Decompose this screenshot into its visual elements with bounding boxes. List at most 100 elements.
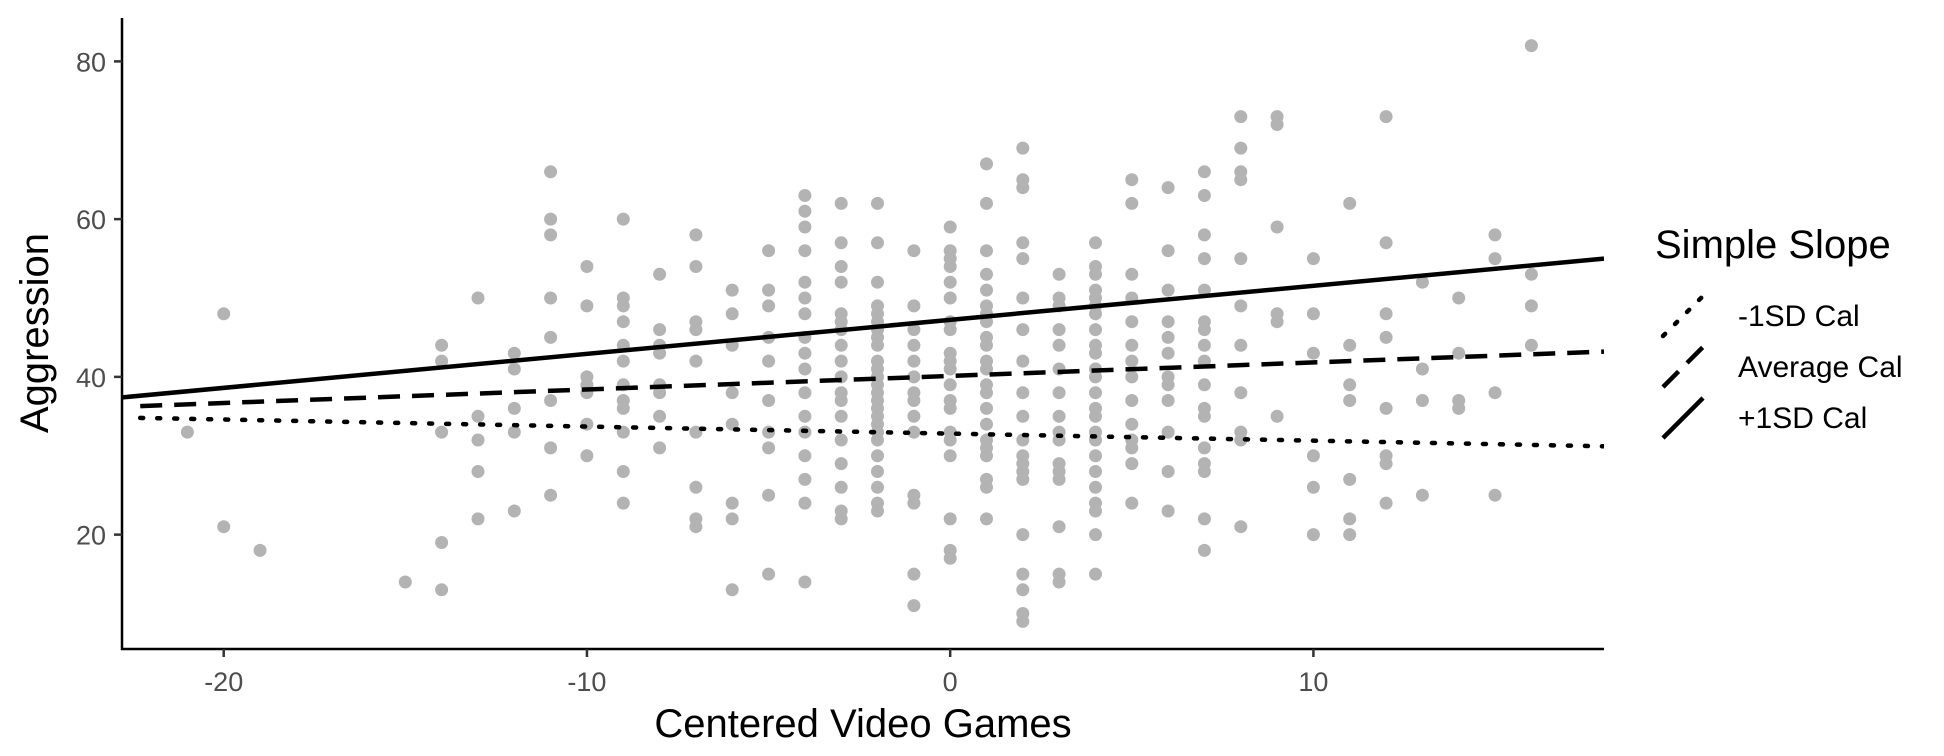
scatter-point [580,299,594,313]
scatter-point [943,401,957,415]
scatter-point [907,244,921,258]
scatter-point [798,496,812,510]
scatter-point [580,260,594,273]
scatter-point [725,386,739,400]
scatter-point [1125,370,1139,384]
scatter-point [507,346,521,360]
scatter-point [1125,457,1139,471]
scatter-point [907,567,921,581]
scatter-point [1125,267,1139,281]
scatter-point [689,354,703,368]
scatter-point [762,394,776,407]
x-tick-label: 10 [1298,667,1328,697]
scatter-point [907,323,921,337]
scatter-point [725,283,739,297]
legend-title: Simple Slope [1655,223,1891,267]
scatter-point [798,307,812,321]
scatter-point [1306,307,1320,321]
scatter-point [1052,520,1066,534]
scatter-point [871,504,884,518]
scatter-point [1415,275,1429,289]
scatter-point [1306,252,1320,266]
x-axis-title: Centered Video Games [654,702,1071,746]
scatter-point [180,425,194,439]
scatter-point [1016,583,1030,597]
scatter-point [616,496,630,510]
scatter-point [1234,252,1248,266]
scatter-point [762,567,776,581]
scatter-point [1488,228,1502,242]
scatter-point [834,433,848,447]
scatter-point [1161,315,1175,329]
scatter-point [725,307,739,321]
legend-item-average-cal: Average Cal [1661,345,1903,389]
scatter-point [871,338,884,352]
scatter-point [1161,346,1175,360]
scatter-point [1379,307,1393,321]
scatter-point [1234,520,1248,534]
scatter-point [435,536,449,549]
scatter-point [1415,488,1429,502]
scatter-point [1234,173,1248,187]
scatter-point [1016,354,1030,368]
scatter-point [980,157,993,171]
scatter-point [907,394,921,407]
scatter-point [1488,252,1502,266]
scatter-point [798,346,812,360]
axes-layer: -20 -10 0 10 20 40 60 80 [76,18,1604,697]
scatter-point [798,291,812,305]
scatter-point [1016,472,1030,486]
scatter-point [907,338,921,352]
scatter-point [1089,267,1102,281]
scatter-point [980,512,993,526]
lines-layer [122,256,1604,449]
scatter-point [1488,386,1502,400]
scatter-point [980,480,993,494]
scatter-point [798,386,812,400]
scatter-point [544,228,558,242]
scatter-point [1197,441,1211,455]
scatter-point [689,260,703,273]
scatter-point [653,346,667,360]
scatter-point [435,425,449,439]
scatter-point [544,212,558,226]
scatter-point [1415,362,1429,376]
scatter-point [943,512,957,526]
scatter-point [1415,394,1429,407]
scatter-point [1161,425,1175,439]
scatter-point [1089,236,1102,250]
scatter-point [1270,315,1284,329]
y-tick-label: 20 [76,521,106,551]
scatter-point [1016,614,1030,628]
scatter-point [980,196,993,210]
legend-label-average-cal: Average Cal [1738,351,1903,384]
scatter-point [689,323,703,337]
scatter-point [1161,465,1175,478]
scatter-point [762,354,776,368]
scatter-point [616,465,630,478]
scatter-point [1161,394,1175,407]
scatter-point [798,189,812,202]
scatter-point [871,196,884,210]
y-tick-label: 80 [76,47,106,77]
scatter-point [1125,496,1139,510]
scatter-point [507,425,521,439]
scatter-point [1052,472,1066,486]
scatter-point [1379,401,1393,415]
scatter-point [653,441,667,455]
scatter-point [1161,504,1175,518]
scatter-point [1197,283,1211,297]
scatter-point [1343,338,1357,352]
scatter-point [980,244,993,258]
scatter-point [1052,575,1066,589]
scatter-point [1234,141,1248,155]
scatter-point [980,449,993,463]
scatter-point [253,543,267,557]
legend-item-1sd-cal: +1SD Cal [1661,396,1867,440]
scatter-point [1016,409,1030,423]
scatter-point [1089,465,1102,478]
scatter-point [653,386,667,400]
scatter-point [1089,480,1102,494]
scatter-point [1234,433,1248,447]
